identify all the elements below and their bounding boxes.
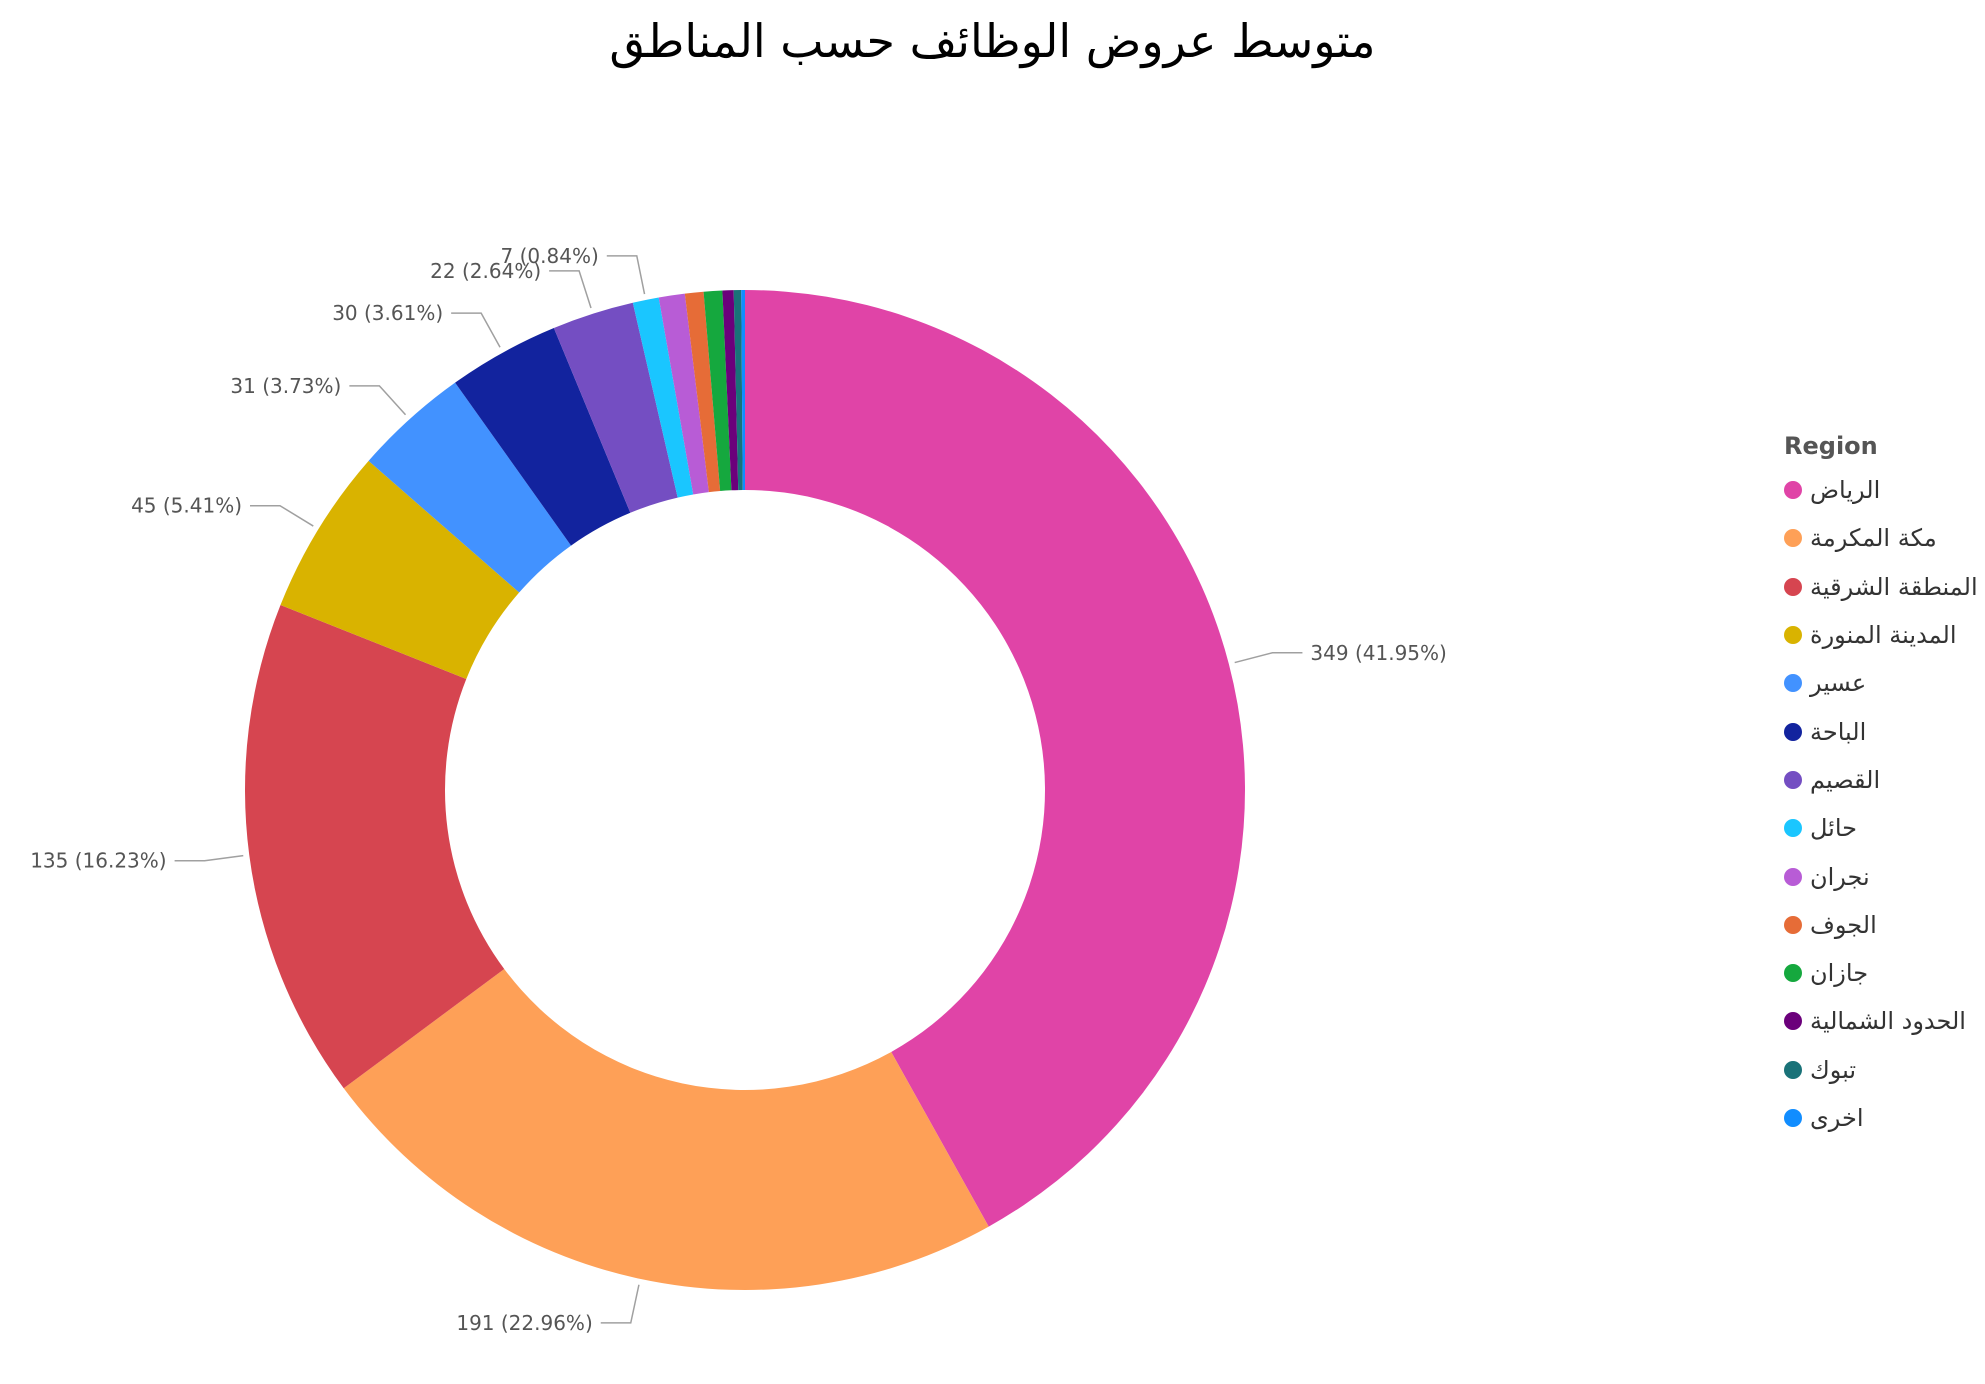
data-label-3: 45 (5.41%) [131,494,242,518]
legend-item-13[interactable]: اخرى [1784,1094,1978,1142]
legend: Region الرياض مكة المكرمة المنطقة الشرقية ا… [1784,432,1978,1142]
legend-item-5[interactable]: الباحة [1784,707,1978,755]
legend-dot-icon [1784,722,1802,741]
legend-item-11[interactable]: الحدود الشمالية [1784,997,1978,1045]
legend-item-8[interactable]: نجران [1784,852,1978,900]
legend-item-12[interactable]: تبوك [1784,1046,1978,1094]
legend-title: Region [1784,432,1878,460]
legend-dot-icon [1784,626,1802,645]
legend-label: الباحة [1810,717,1867,746]
legend-label: الجوف [1810,910,1877,939]
legend-item-6[interactable]: القصيم [1784,756,1978,804]
legend-label: اخرى [1810,1104,1864,1132]
legend-item-7[interactable]: حائل [1784,804,1978,852]
legend-dot-icon [1784,867,1802,886]
leader-line-7 [606,255,646,295]
data-label-5: 30 (3.61%) [332,301,443,325]
legend-label: المنطقة الشرقية [1810,572,1978,601]
data-label-2: 135 (16.23%) [30,849,166,873]
leader-line-1 [600,1284,640,1324]
legend-label: نجران [1810,862,1870,891]
legend-item-1[interactable]: مكة المكرمة [1784,514,1978,562]
data-label-6: 22 (2.64%) [430,259,541,283]
legend-label: المدينة المنورة [1810,621,1957,650]
legend-dot-icon [1784,1012,1802,1031]
legend-label: الرياض [1810,476,1881,505]
slice-10[interactable] [703,290,732,492]
legend-item-0[interactable]: الرياض [1784,466,1978,514]
legend-dot-icon [1784,529,1802,548]
legend-label: القصيم [1810,765,1881,794]
legend-dot-icon [1784,674,1802,693]
legend-label: تبوك [1810,1055,1857,1084]
legend-label: مكة المكرمة [1810,524,1937,553]
legend-label: جازان [1810,959,1869,988]
leader-line-5 [451,312,501,348]
legend-item-9[interactable]: الجوف [1784,901,1978,949]
slice-1[interactable] [343,968,989,1290]
legend-dot-icon [1784,819,1802,838]
slice-9[interactable] [684,291,721,493]
slice-11[interactable] [722,290,739,491]
legend-dot-icon [1784,481,1802,500]
legend-label: حائل [1810,814,1858,843]
leader-line-2 [174,854,244,862]
data-label-1: 191 (22.96%) [456,1311,592,1335]
slice-13[interactable] [741,290,745,491]
leader-line-4 [349,385,407,416]
leader-line-6 [549,270,592,309]
data-label-0: 349 (41.95%) [1310,641,1446,665]
chart-title: متوسط عروض الوظائف حسب المناطق [609,14,1376,68]
legend-dot-icon [1784,964,1802,983]
leader-line-0 [1234,652,1303,664]
slice-4[interactable] [368,382,572,593]
legend-label: عسير [1810,669,1867,698]
slice-0[interactable] [745,290,1245,1227]
data-label-7: 7 (0.84%) [501,244,599,268]
legend-dot-icon [1784,770,1802,789]
legend-dot-icon [1784,1060,1802,1079]
legend-dot-icon [1784,1109,1802,1127]
legend-item-2[interactable]: المنطقة الشرقية [1784,563,1978,611]
slice-5[interactable] [455,327,631,546]
slice-7[interactable] [632,297,694,498]
slice-2[interactable] [245,604,505,1089]
slice-8[interactable] [658,293,709,495]
leader-line-3 [250,504,314,527]
slice-12[interactable] [733,290,743,491]
slice-6[interactable] [553,302,678,513]
legend-item-10[interactable]: جازان [1784,949,1978,997]
legend-dot-icon [1784,577,1802,596]
data-label-4: 31 (3.73%) [230,374,341,398]
legend-dot-icon [1784,915,1802,934]
legend-item-3[interactable]: المدينة المنورة [1784,611,1978,659]
legend-item-4[interactable]: عسير [1784,659,1978,707]
slice-3[interactable] [280,460,520,679]
legend-label: الحدود الشمالية [1810,1007,1966,1036]
